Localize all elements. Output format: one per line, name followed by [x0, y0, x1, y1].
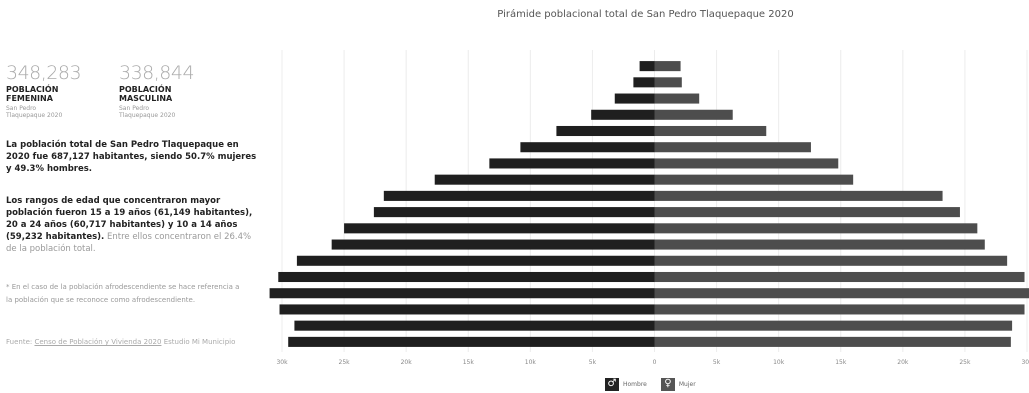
female-bar [654, 255, 1008, 266]
female-bar [654, 207, 960, 218]
male-bar [344, 223, 655, 234]
male-bar [489, 158, 655, 169]
female-bar [654, 109, 733, 120]
x-tick-label: 0 [653, 359, 657, 366]
x-tick-label: 15k [835, 359, 847, 366]
age-ranges-paragraph: Los rangos de edad que concentraron mayo… [6, 195, 258, 255]
male-symbol-icon: ♂ [605, 377, 619, 391]
source-suffix: Estudio Mi Municipio [163, 338, 236, 346]
male-bar [633, 77, 655, 88]
male-bar [614, 93, 655, 104]
x-tick-label: 5k [589, 359, 597, 366]
female-symbol-icon: ♀ [660, 377, 675, 391]
female-population-value: 348,283 [6, 62, 82, 84]
female-bar [654, 77, 682, 88]
male-bar [269, 288, 655, 299]
female-bar [654, 336, 1011, 347]
x-tick-label: 10k [525, 359, 537, 366]
female-bar [654, 190, 943, 201]
x-tick-label: 30k [276, 359, 288, 366]
male-bar [591, 109, 655, 120]
female-stat: 348,283 POBLACIÓN FEMENINA San Pedro Tla… [6, 63, 116, 119]
male-bar [279, 304, 655, 315]
female-population-label: POBLACIÓN FEMENINA [6, 85, 59, 103]
legend-male[interactable]: ♂ Hombre [605, 377, 647, 391]
female-bar [654, 174, 854, 185]
female-bar [654, 271, 1025, 283]
male-bar [278, 271, 655, 283]
x-tick-label: 10k [773, 359, 785, 366]
female-bar [654, 142, 811, 153]
chart-legend: ♂ Hombre ♀ Mujer [605, 376, 710, 392]
stats-row: 348,283 POBLACIÓN FEMENINA San Pedro Tla… [6, 63, 256, 133]
x-tick-label: 20k [401, 359, 413, 366]
chart-title: Pirámide poblacional total de San Pedro … [497, 9, 794, 20]
female-bar [654, 320, 1013, 331]
female-bar [654, 239, 985, 250]
x-tick-label: 20k [897, 359, 909, 366]
female-bar [654, 61, 681, 72]
female-bar [654, 223, 978, 234]
female-bar [654, 304, 1025, 315]
age-ranges-highlight: Los rangos de edad que concentraron mayo… [6, 196, 253, 242]
x-tick-label: 25k [959, 359, 971, 366]
pyramid-chart-svg: 30k 25k 20k 15k 10k 5k 0 5k 10k 15k 20k 25k 30k [269, 50, 1029, 366]
male-bar [373, 207, 655, 218]
x-tick-label: 30k [1021, 359, 1029, 366]
male-bar [288, 336, 655, 347]
population-pyramid: Pirámide poblacional total de San Pedro … [262, 0, 1029, 393]
legend-female-label: Mujer [678, 380, 696, 388]
source-line: Fuente: Censo de Población y Vivienda 20… [6, 337, 246, 348]
summary-panel: 348,283 POBLACIÓN FEMENINA San Pedro Tla… [6, 0, 261, 393]
source-link[interactable]: Censo de Población y Vivienda 2020 [34, 338, 162, 346]
female-population-source: San Pedro Tlaquepaque 2020 [6, 105, 63, 119]
legend-female[interactable]: ♀ Mujer [660, 377, 696, 391]
male-population-value: 338,844 [119, 62, 195, 84]
male-bar [639, 61, 655, 72]
legend-male-label: Hombre [623, 380, 647, 388]
x-tick-label: 25k [339, 359, 351, 366]
male-bar [294, 320, 655, 331]
female-bar [654, 158, 839, 169]
female-bar [654, 125, 767, 137]
source-prefix: Fuente: [6, 338, 33, 346]
total-population-paragraph: La población total de San Pedro Tlaquepa… [6, 140, 257, 174]
male-population-label: POBLACIÓN MASCULINA [119, 85, 173, 103]
male-bar [520, 142, 655, 153]
male-bar [296, 255, 655, 266]
afro-note: * En el caso de la población afrodescend… [6, 283, 240, 304]
male-bar [331, 239, 655, 250]
male-bar [556, 125, 655, 137]
x-tick-label: 15k [463, 359, 475, 366]
male-population-source: San Pedro Tlaquepaque 2020 [119, 105, 176, 119]
male-stat: 338,844 POBLACIÓN MASCULINA San Pedro Tl… [119, 63, 229, 119]
age-ranges-rest: Entre ellos concentraron el 26.4% de la … [6, 232, 252, 254]
male-bar [434, 174, 655, 185]
female-bar [654, 93, 700, 104]
female-bar [654, 288, 1029, 299]
male-bar [383, 190, 655, 201]
x-tick-label: 5k [713, 359, 721, 366]
